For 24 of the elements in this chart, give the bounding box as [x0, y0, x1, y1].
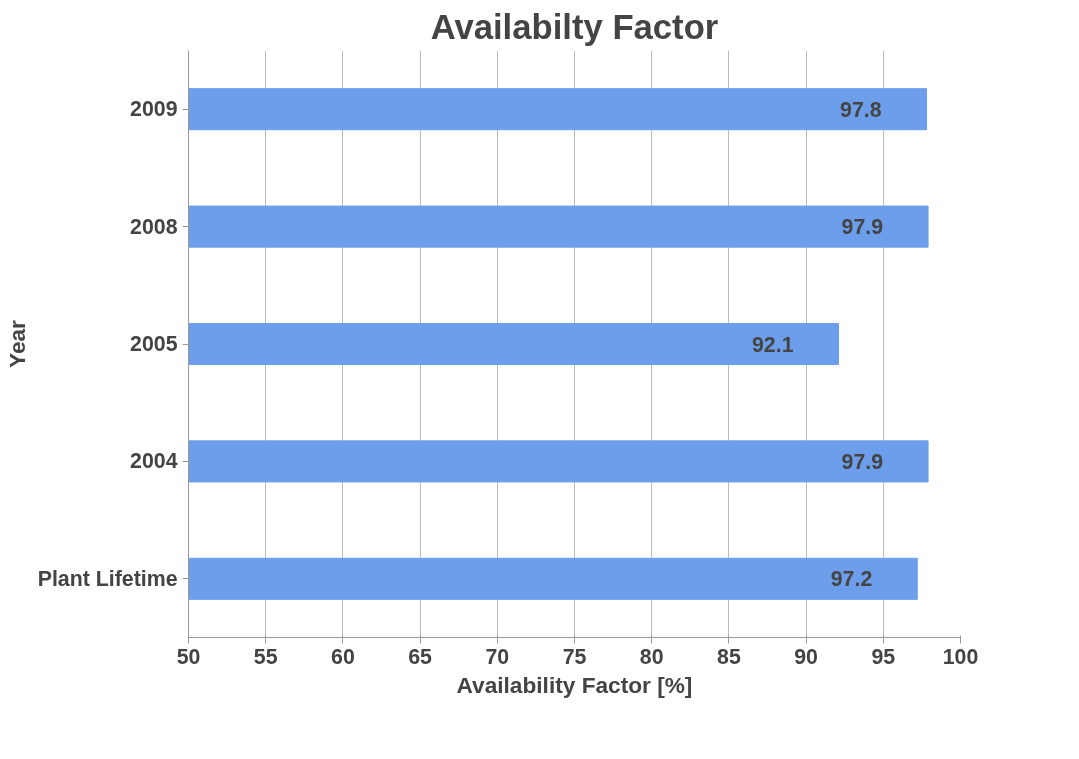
x-axis-title: Availability Factor [%] [456, 671, 693, 698]
data-label: 97.9 [841, 215, 884, 240]
x-tick-label: 50 [176, 644, 201, 669]
x-tick-label: 60 [331, 644, 355, 669]
data-label: 97.2 [830, 567, 873, 592]
data-label: 92.1 [752, 332, 794, 357]
y-tick-label: 2005 [130, 332, 178, 356]
data-label: 97.9 [841, 449, 884, 474]
x-tick-label: 100 [942, 644, 979, 669]
x-tick-label: 55 [253, 644, 278, 669]
x-tick-label: 95 [871, 644, 896, 669]
x-tick-label: 85 [717, 644, 741, 669]
y-axis-title: Year [3, 319, 30, 368]
x-tick-label: 65 [408, 644, 433, 669]
x-tick-label: 80 [639, 644, 664, 669]
x-tick-label: 75 [562, 644, 587, 669]
y-tick-label: Plant Lifetime [37, 566, 178, 591]
data-label: 97.8 [840, 97, 882, 122]
x-tick-label: 70 [485, 644, 510, 669]
y-tick-label: 2004 [130, 449, 178, 474]
y-tick-label: 2009 [130, 97, 178, 122]
x-tick-label: 90 [794, 644, 818, 669]
y-tick-label: 2008 [130, 214, 178, 239]
chart-title: Availabilty Factor [430, 7, 719, 46]
